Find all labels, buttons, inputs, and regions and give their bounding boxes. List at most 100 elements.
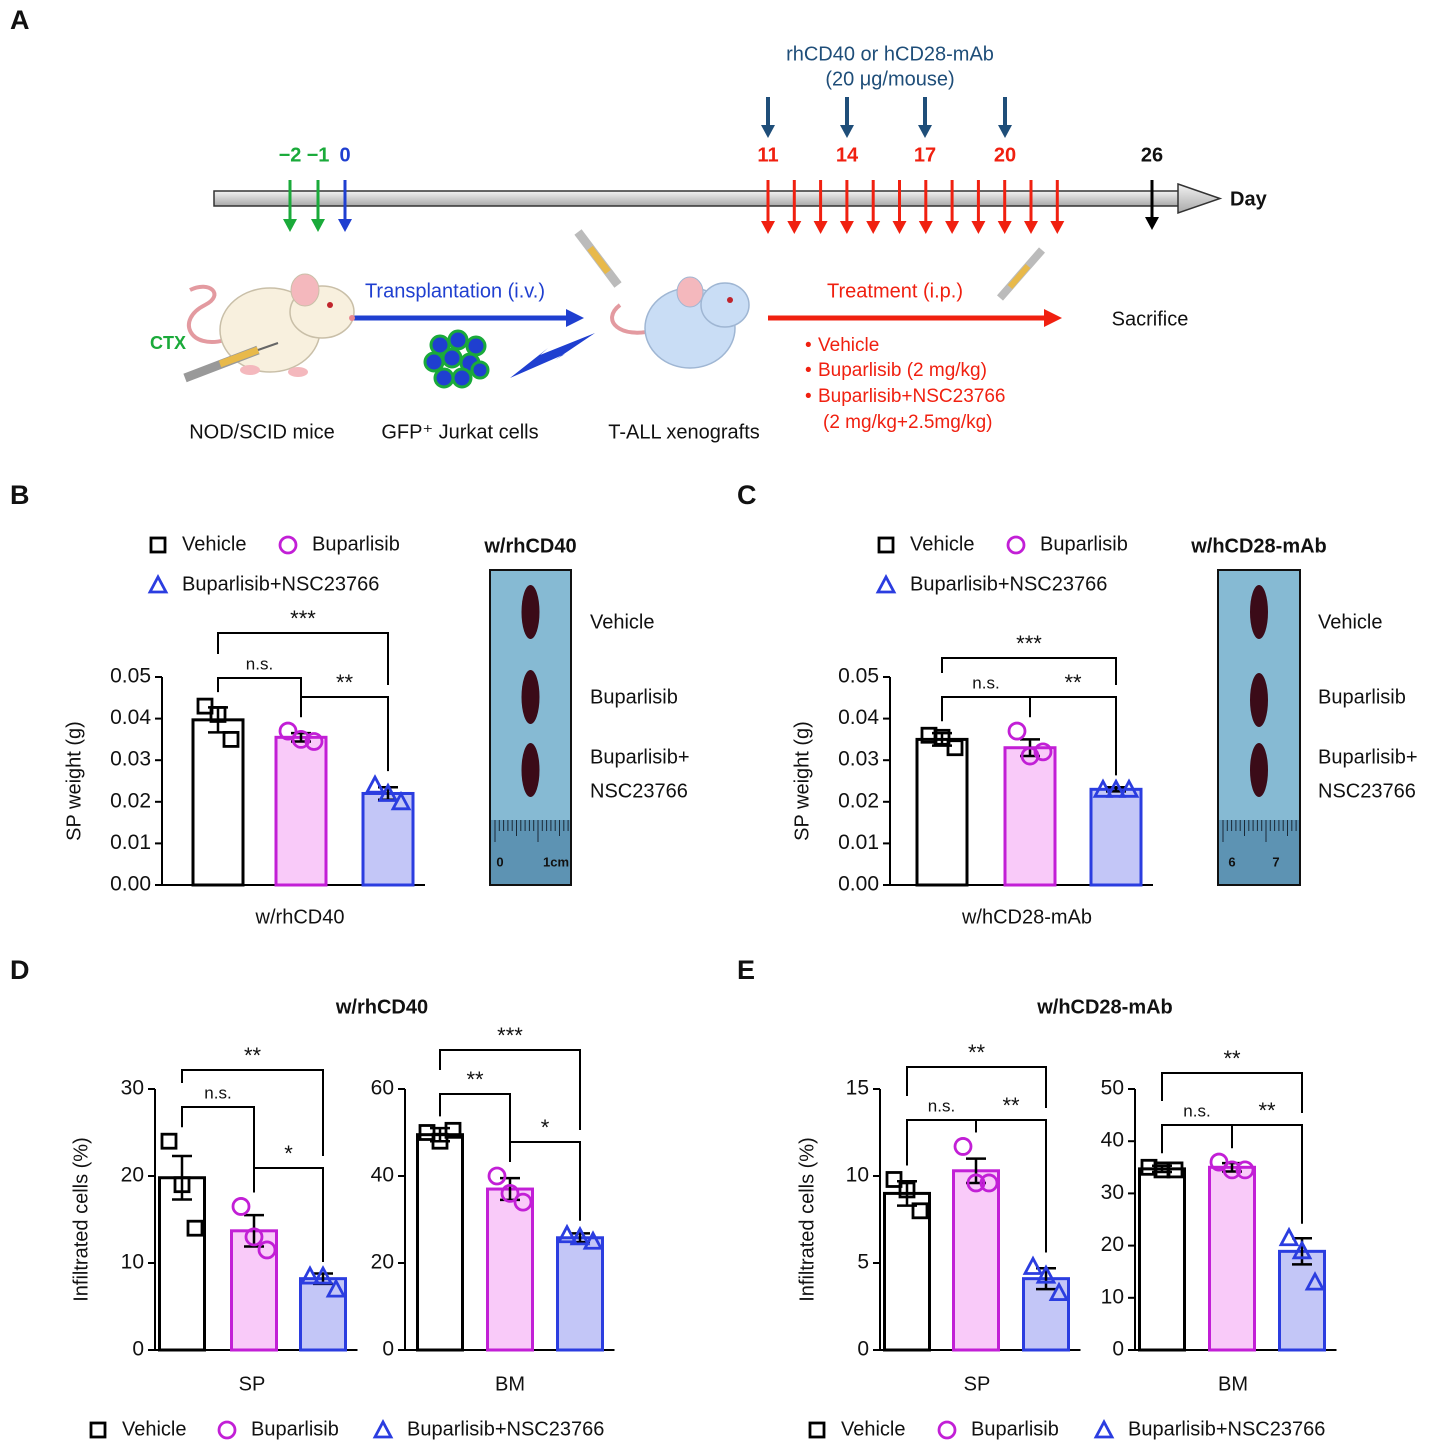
sig-label: **: [1223, 1046, 1241, 1071]
point: [966, 1173, 986, 1193]
point: [1166, 1161, 1184, 1179]
point: [418, 1124, 436, 1141]
y-tick-label: 0.02: [110, 789, 151, 812]
lightning: [510, 333, 595, 378]
transplant-label: Transplantation (i.v.): [365, 280, 545, 302]
point: [304, 732, 324, 751]
y-tick-label: 10: [121, 1251, 144, 1274]
point: [911, 1202, 929, 1220]
sig-bracket: [509, 1141, 581, 1221]
x-axis-label: SP: [964, 1373, 991, 1395]
point: [1007, 721, 1027, 741]
y-tick-label: 0.05: [110, 665, 151, 688]
arrow-head: [813, 221, 828, 234]
image-title: w/hCD28-mAb: [1190, 535, 1327, 557]
y-tick-label: 0.02: [838, 789, 879, 812]
legend-label: Buparlisib+NSC23766: [407, 1418, 604, 1440]
sig-bracket: [906, 1066, 1047, 1108]
image-label: Buparlisib: [1318, 686, 1406, 708]
legend-label: Vehicle: [910, 533, 975, 555]
sig-label: n.s.: [972, 673, 999, 692]
bullet: •: [805, 335, 812, 356]
point: [1105, 778, 1127, 798]
point: [979, 1173, 999, 1193]
bullet: •: [805, 360, 812, 381]
sacrifice-label: Sacrifice: [1112, 308, 1189, 330]
legend-marker: [372, 1419, 394, 1439]
y-tick-label: 0: [132, 1338, 144, 1361]
spleen: [1250, 585, 1268, 639]
spleen: [1250, 743, 1268, 797]
sig-label: **: [336, 670, 354, 695]
point: [946, 739, 964, 757]
sig-bracket: [941, 657, 1117, 685]
bar: [416, 1133, 464, 1352]
sig-label: n.s.: [928, 1096, 955, 1115]
image-title: w/rhCD40: [483, 535, 576, 557]
y-tick-label: 10: [846, 1164, 869, 1187]
arrow-head: [787, 221, 802, 234]
point: [1022, 1255, 1044, 1275]
arrow-head: [918, 221, 933, 234]
point: [1092, 778, 1114, 798]
spleen: [1250, 673, 1268, 727]
mouse-illustration: [183, 273, 355, 383]
legend-marker: [89, 1421, 107, 1439]
bar: [1003, 746, 1057, 887]
spleen: [521, 743, 540, 797]
sig-label: ***: [1016, 631, 1042, 656]
legend-marker: [149, 536, 167, 554]
image-label: Buparlisib: [590, 686, 678, 708]
sig-bracket: [941, 696, 1031, 722]
legend-label: Buparlisib: [251, 1418, 339, 1440]
arrow-head: [918, 125, 932, 138]
point: [160, 1132, 178, 1150]
arrow-head: [839, 221, 854, 234]
legend-marker: [1093, 1419, 1115, 1439]
spleen: [521, 585, 540, 639]
point: [885, 1171, 903, 1188]
caption: T-ALL xenografts: [608, 421, 760, 443]
point: [1291, 1239, 1313, 1260]
x-axis-label: SP: [239, 1373, 266, 1395]
timeline-head: [1177, 182, 1223, 215]
dose-text: (20 μg/mouse): [825, 68, 954, 90]
legend-label: Buparlisib: [1040, 533, 1128, 555]
bar: [486, 1187, 534, 1352]
y-tick-label: 0.00: [110, 873, 151, 896]
day-label: 11: [757, 144, 778, 166]
ruler-label: 1cm: [543, 854, 569, 869]
image-label: Buparlisib+: [1318, 746, 1418, 768]
bar: [883, 1191, 931, 1352]
y-tick-label: 15: [846, 1077, 869, 1100]
panel-label: E: [737, 955, 755, 985]
point: [1020, 746, 1040, 766]
point: [231, 1197, 251, 1216]
arrow-head: [971, 221, 986, 234]
sig-label: **: [1002, 1093, 1020, 1118]
sig-bracket: [1231, 1124, 1303, 1224]
timeline-bar: [213, 190, 1181, 207]
sig-bracket: [1161, 1124, 1233, 1154]
sig-bracket: [1029, 696, 1117, 776]
point: [513, 1192, 533, 1212]
arrow-head: [998, 125, 1012, 138]
sig-bracket: [181, 1106, 255, 1193]
bar: [1208, 1165, 1256, 1352]
y-axis-label: Infiltrated cells (%): [70, 1137, 92, 1302]
arrow-head: [892, 221, 907, 234]
bar: [556, 1236, 604, 1352]
point: [1235, 1160, 1255, 1180]
arrow-head: [840, 125, 854, 138]
sig-bracket: [217, 677, 302, 718]
sig-label: n.s.: [246, 654, 273, 673]
day-label: 0: [339, 144, 350, 166]
arrow-head: [1050, 221, 1065, 234]
sig-label: **: [1064, 670, 1082, 695]
bar: [230, 1229, 278, 1352]
sig-label: **: [1258, 1098, 1276, 1123]
day-label: −2: [279, 144, 302, 166]
image-label: Vehicle: [1318, 611, 1383, 633]
bar: [1278, 1249, 1326, 1352]
